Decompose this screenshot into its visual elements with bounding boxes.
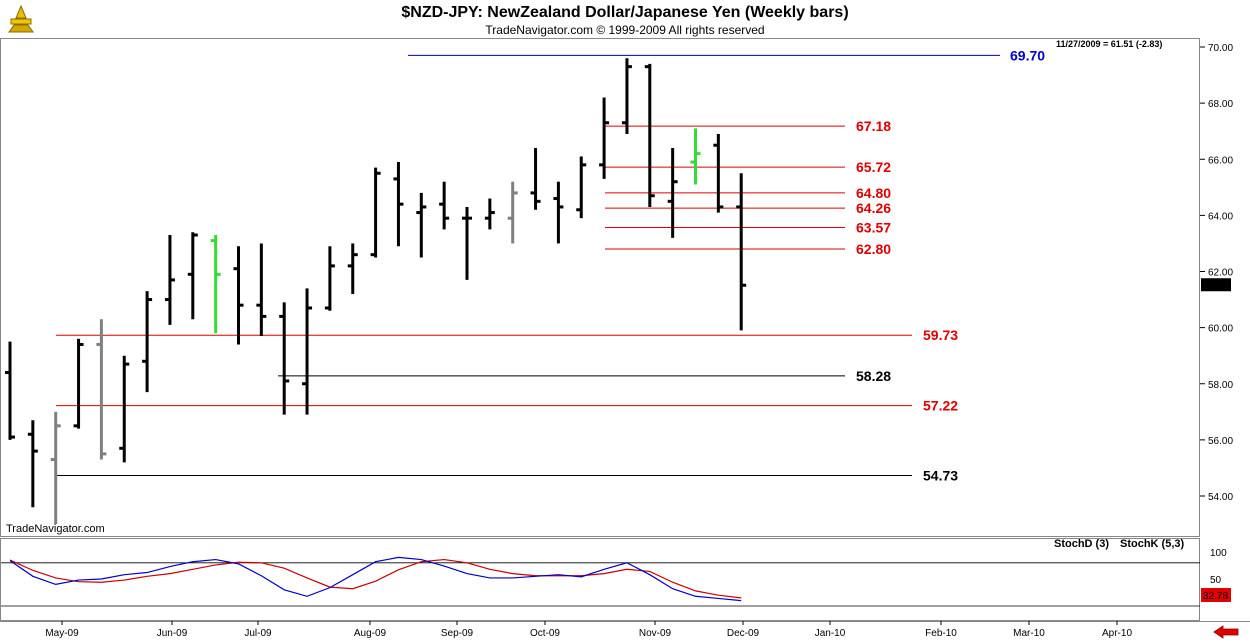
price-tick-label: 54.00: [1208, 492, 1233, 503]
ohlc-bar: [279, 302, 290, 415]
time-tick-label: Apr-10: [1102, 628, 1132, 639]
ohlc-bar: [27, 420, 38, 508]
time-tick-label: Jan-10: [815, 628, 846, 639]
stoch-panel-frame: [0, 538, 1200, 621]
ohlc-bar: [96, 319, 107, 460]
ohlc-bar: [324, 246, 335, 311]
chart-subtitle: TradeNavigator.com © 1999-2009 All right…: [485, 23, 765, 37]
scroll-left-arrow-icon[interactable]: [1212, 625, 1240, 639]
ohlc-bar: [599, 97, 610, 179]
ohlc-bar: [736, 173, 747, 331]
ohlc-bar: [530, 148, 541, 210]
stoch-tick-label: 100: [1210, 548, 1227, 559]
price-axis: 54.00 56.00 58.00 60.00 62.00 64.00 66.00 68.00…: [1200, 43, 1233, 503]
ohlc-bar: [210, 235, 221, 334]
price-tick-label: 56.00: [1208, 436, 1233, 447]
ohlc-bar: [187, 232, 198, 320]
level-label: 54.73: [923, 468, 958, 484]
price-tick-label: 64.00: [1208, 211, 1233, 222]
time-tick-label: Jun-09: [157, 628, 188, 639]
watermark: TradeNavigator.com: [6, 523, 105, 535]
ohlc-bar: [233, 246, 244, 345]
level-label: 58.28: [856, 368, 891, 384]
stoch-tick-label: 50: [1210, 575, 1222, 586]
ohlc-bar: [142, 291, 153, 393]
time-tick-label: May-09: [45, 628, 79, 639]
price-tick-label: 60.00: [1208, 324, 1233, 335]
price-panel-frame: [0, 38, 1200, 537]
level-label: 63.57: [856, 219, 891, 235]
level-label: 59.73: [923, 327, 958, 343]
ohlc-bar: [667, 148, 678, 238]
ohlc-bar: [621, 58, 632, 134]
stochk-legend: StochK (5,3): [1120, 538, 1185, 550]
ohlc-bar: [256, 243, 267, 337]
ohlc-bar: [393, 162, 404, 247]
ohlc-bar: [73, 338, 84, 429]
ohlc-bar: [507, 181, 518, 244]
price-tick-label: 70.00: [1208, 43, 1233, 54]
level-label: 65.72: [856, 159, 891, 175]
ohlc-bar: [50, 411, 61, 525]
price-tick-label: 58.00: [1208, 380, 1233, 391]
chart-title: $NZD-JPY: NewZealand Dollar/Japanese Yen…: [401, 4, 849, 21]
time-tick-label: Mar-10: [1013, 628, 1045, 639]
ohlc-bar: [484, 198, 495, 230]
ohlc-bar: [370, 167, 381, 258]
info-label: 11/27/2009 = 61.51 (-2.83): [1056, 39, 1162, 49]
stochastic-lines: [1, 556, 1200, 607]
ohlc-bar: [576, 156, 587, 219]
time-tick-label: Sep-09: [441, 628, 474, 639]
price-tick-label: 62.00: [1208, 268, 1233, 279]
ohlc-bar: [462, 206, 472, 280]
level-label: 64.26: [856, 200, 891, 216]
price-tick-label: 66.00: [1208, 155, 1233, 166]
time-tick-label: Oct-09: [530, 628, 560, 639]
ohlc-bar: [302, 288, 313, 415]
time-tick-label: Dec-09: [727, 628, 760, 639]
level-label: 64.80: [856, 185, 891, 201]
last-price-badge: 61.51: [1201, 278, 1231, 292]
time-axis: May-09 Jun-09 Jul-09 Aug-09 Sep-09 Oct-09 Nov-…: [45, 621, 1132, 639]
level-label: 57.22: [923, 398, 958, 414]
ohlc-bar: [416, 192, 427, 258]
stoch-last-badge: 32.78: [1201, 588, 1231, 602]
svg-text:61.51: 61.51: [1203, 281, 1228, 292]
ohlc-bar: [713, 133, 724, 213]
price-tick-label: 68.00: [1208, 99, 1233, 110]
svg-text:32.78: 32.78: [1203, 591, 1228, 602]
time-tick-label: Nov-09: [639, 628, 672, 639]
ohlc-bar: [164, 235, 175, 325]
level-label: 69.70: [1010, 47, 1045, 63]
ohlc-bar: [119, 355, 130, 463]
ohlc-bar: [347, 243, 358, 294]
price-bars: [5, 58, 747, 525]
stochd-legend: StochD (3): [1054, 538, 1109, 550]
ohlc-bar: [439, 181, 450, 230]
ohlc-bar: [5, 341, 15, 440]
ohlc-bar: [690, 128, 701, 185]
time-tick-label: Aug-09: [354, 628, 387, 639]
level-label: 67.18: [856, 118, 891, 134]
stoch-series-line: [9, 558, 742, 599]
level-label: 62.80: [856, 241, 891, 257]
time-tick-label: Feb-10: [925, 628, 957, 639]
stoch-axis: 50 100: [1210, 548, 1227, 586]
stoch-series-line: [9, 556, 742, 602]
ohlc-bar: [553, 181, 564, 244]
tradenavigator-logo-icon: [6, 4, 36, 34]
time-tick-label: Jul-09: [244, 628, 272, 639]
ohlc-bar: [644, 63, 655, 207]
